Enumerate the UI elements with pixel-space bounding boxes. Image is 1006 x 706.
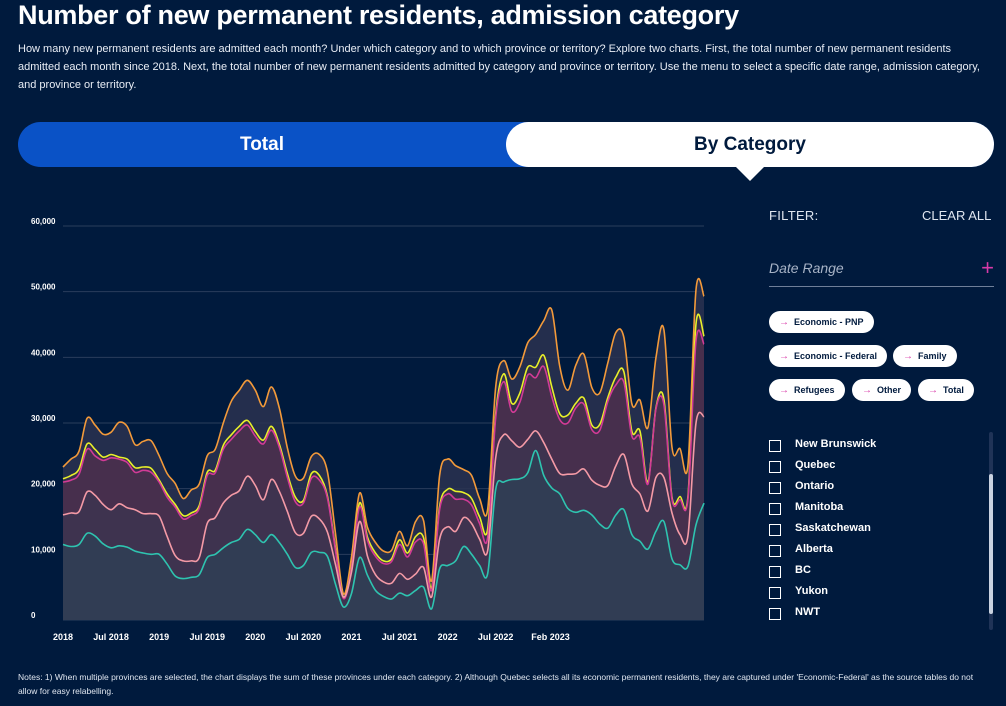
footnotes: Notes: 1) When multiple provinces are se…	[18, 672, 974, 696]
y-tick-label: 40,000	[31, 348, 56, 357]
x-tick-label: 2018	[53, 632, 73, 642]
y-tick-label: 50,000	[31, 283, 56, 292]
y-tick-label: 0	[31, 611, 36, 620]
chip-label: Family	[918, 351, 947, 361]
series-line	[62, 449, 705, 610]
province-label: New Brunswick	[795, 438, 877, 450]
chip-refugees[interactable]: → Refugees	[769, 379, 845, 401]
province-item[interactable]: Alberta	[769, 541, 984, 562]
province-label: Yukon	[795, 585, 829, 597]
arrow-right-icon: →	[928, 385, 938, 396]
x-tick-label: Jul 2022	[478, 632, 514, 642]
view-tabs: Total By Category	[18, 122, 994, 167]
x-tick-label: Jul 2018	[93, 632, 129, 642]
page-title: Number of new permanent residents, admis…	[18, 0, 739, 30]
arrow-right-icon: →	[862, 385, 872, 396]
date-range-dropdown[interactable]: Date Range +	[769, 255, 994, 287]
y-tick-label: 20,000	[31, 480, 56, 489]
filter-label: FILTER:	[769, 208, 819, 223]
x-tick-label: 2021	[341, 632, 361, 642]
checkbox[interactable]	[769, 440, 781, 452]
province-label: Saskatchewan	[795, 522, 871, 534]
province-item[interactable]: NWT	[769, 604, 984, 625]
province-label: NWT	[795, 606, 821, 618]
x-tick-label: 2019	[149, 632, 169, 642]
x-tick-label: 2022	[438, 632, 458, 642]
chip-other[interactable]: → Other	[852, 379, 912, 401]
arrow-right-icon: →	[779, 385, 789, 396]
chip-economic-pnp[interactable]: → Economic - PNP	[769, 311, 874, 333]
province-item[interactable]: Yukon	[769, 583, 984, 604]
x-tick-label: Jul 2021	[382, 632, 418, 642]
area-chart: 0 10,000 20,000 30,000 40,000 50,000 60,000 201…	[31, 217, 705, 642]
y-tick-label: 30,000	[31, 414, 56, 423]
checkbox[interactable]	[769, 608, 781, 620]
tab-by-category[interactable]: By Category	[506, 122, 994, 167]
x-tick-label: Jul 2019	[189, 632, 225, 642]
chip-label: Economic - PNP	[794, 317, 864, 327]
series-line	[62, 411, 705, 599]
checkbox[interactable]	[769, 524, 781, 536]
arrow-right-icon: →	[779, 317, 789, 328]
province-item[interactable]: Quebec	[769, 457, 984, 478]
series-line	[62, 313, 705, 599]
series-line	[62, 329, 705, 600]
province-label: Ontario	[795, 480, 835, 492]
series-line	[62, 277, 705, 595]
page-description: How many new permanent residents are adm…	[18, 43, 980, 91]
scrollbar-thumb[interactable]	[989, 474, 993, 614]
date-range-label: Date Range	[769, 260, 844, 276]
x-tick-label: Feb 2023	[531, 632, 570, 642]
checkbox[interactable]	[769, 503, 781, 515]
chip-total[interactable]: → Total	[918, 379, 974, 401]
province-item[interactable]: Manitoba	[769, 499, 984, 520]
province-item[interactable]: Saskatchewan	[769, 520, 984, 541]
chip-economic-federal[interactable]: → Economic - Federal	[769, 345, 888, 367]
chip-label: Refugees	[794, 385, 835, 395]
y-tick-label: 60,000	[31, 217, 56, 226]
province-label: Alberta	[795, 543, 833, 555]
arrow-right-icon: →	[779, 351, 789, 362]
checkbox[interactable]	[769, 587, 781, 599]
x-tick-label: 2020	[245, 632, 265, 642]
chip-label: Economic - Federal	[794, 351, 878, 361]
province-item[interactable]: Ontario	[769, 478, 984, 499]
province-label: BC	[795, 564, 811, 576]
chip-label: Total	[943, 385, 964, 395]
checkbox[interactable]	[769, 566, 781, 578]
province-item[interactable]: BC	[769, 562, 984, 583]
province-scrollbar[interactable]	[989, 432, 993, 630]
checkbox[interactable]	[769, 461, 781, 473]
province-label: Quebec	[795, 459, 836, 471]
checkbox[interactable]	[769, 482, 781, 494]
province-label: Manitoba	[795, 501, 844, 513]
checkbox[interactable]	[769, 545, 781, 557]
chip-family[interactable]: → Family	[893, 345, 957, 367]
series-area	[63, 450, 704, 620]
active-tab-pointer	[735, 166, 765, 181]
clear-all-button[interactable]: CLEAR ALL	[922, 208, 992, 223]
chip-label: Other	[877, 385, 902, 395]
x-tick-label: Jul 2020	[286, 632, 322, 642]
arrow-right-icon: →	[903, 351, 913, 362]
province-list: New Brunswick Quebec Ontario Manitoba Sa…	[769, 432, 984, 630]
plus-icon[interactable]: +	[981, 255, 994, 280]
y-tick-label: 10,000	[31, 545, 56, 554]
tab-total[interactable]: Total	[240, 134, 284, 155]
province-item[interactable]: New Brunswick	[769, 436, 984, 457]
